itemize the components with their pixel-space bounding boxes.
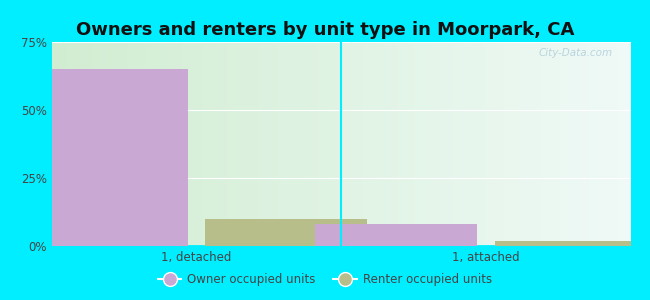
Text: Owners and renters by unit type in Moorpark, CA: Owners and renters by unit type in Moorp… <box>76 21 574 39</box>
Bar <box>315 224 477 246</box>
Bar <box>26 69 188 246</box>
Bar <box>495 241 650 246</box>
Bar <box>205 219 367 246</box>
Legend: Owner occupied units, Renter occupied units: Owner occupied units, Renter occupied un… <box>153 269 497 291</box>
Text: City-Data.com: City-Data.com <box>539 48 613 58</box>
